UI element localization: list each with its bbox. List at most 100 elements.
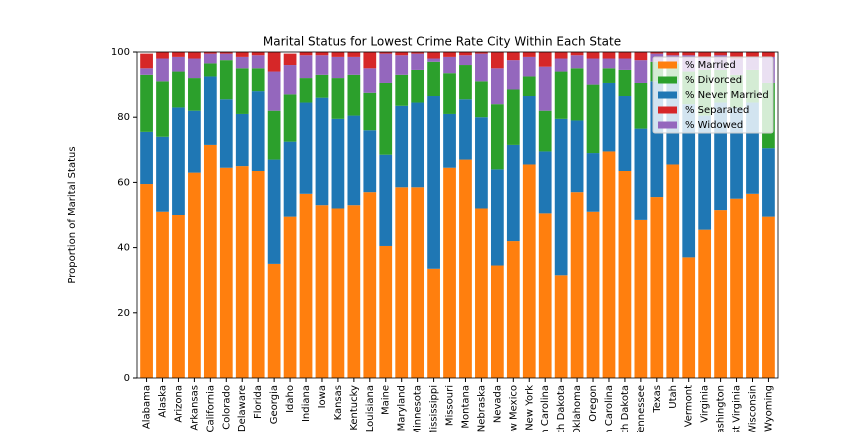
bar-segment <box>331 78 345 119</box>
bar-segment <box>299 52 313 56</box>
bar-segment <box>475 81 488 118</box>
bar-segment <box>682 52 696 56</box>
bar-segment <box>379 53 393 83</box>
bar-segment <box>554 118 568 276</box>
bar-segment <box>156 58 169 82</box>
bar-segment <box>538 151 552 214</box>
bar-segment <box>650 52 664 54</box>
bar-segment <box>602 151 616 378</box>
bar-segment <box>538 213 552 378</box>
bar-segment <box>219 60 233 100</box>
legend-swatch <box>658 121 677 129</box>
bar-segment <box>219 52 233 54</box>
bar-segment <box>203 63 217 77</box>
bar-segment <box>299 78 313 103</box>
bar-segment <box>506 144 520 242</box>
x-tick-label: Alaska <box>158 385 169 418</box>
x-tick-label: Iowa <box>317 385 328 408</box>
x-tick-label: New York <box>524 385 535 431</box>
x-tick-label: Colorado <box>221 385 232 430</box>
bar-segment <box>172 215 185 378</box>
bar-segment <box>188 172 201 378</box>
bar-segment <box>490 265 504 378</box>
bar-segment <box>762 148 775 217</box>
x-tick-label: South Dakota <box>620 385 631 432</box>
bar-segment <box>459 55 472 66</box>
bar-segment <box>475 53 488 82</box>
bar-segment <box>395 52 409 56</box>
bar-segment <box>411 69 425 103</box>
bar-segment <box>156 211 169 378</box>
x-tick-label: Montana <box>460 385 471 429</box>
bar-segment <box>251 91 265 171</box>
bar-segment <box>522 56 536 77</box>
bar-segment <box>267 263 281 378</box>
bar-segment <box>618 58 632 70</box>
bar-segment <box>762 52 775 57</box>
x-tick-label: Georgia <box>269 385 280 424</box>
x-tick-label: Texas <box>652 385 663 414</box>
bar-segment <box>522 52 536 57</box>
x-tick-label: Nevada <box>492 385 503 423</box>
bar-segment <box>379 52 393 54</box>
x-tick-label: Delaware <box>237 385 248 432</box>
x-tick-label: Maryland <box>397 385 408 431</box>
bar-segment <box>427 96 440 269</box>
bar-segment <box>570 120 584 193</box>
x-tick-label: Utah <box>668 385 679 409</box>
bar-segment <box>634 82 648 129</box>
bar-segment <box>235 113 249 167</box>
legend-label: % Separated <box>685 105 749 116</box>
bar-segment <box>490 52 504 69</box>
bar-segment <box>586 84 600 154</box>
bar-segment <box>443 167 456 378</box>
bar-segment <box>267 71 281 111</box>
bar-segment <box>634 52 648 61</box>
bar-segment <box>698 52 712 57</box>
bar-segment <box>634 128 648 220</box>
bar-segment <box>427 61 440 97</box>
bar-segment <box>172 56 185 72</box>
bar-segment <box>140 53 153 69</box>
bar-segment <box>379 154 393 246</box>
bar-segment <box>602 58 616 69</box>
bar-segment <box>602 52 616 59</box>
bar-segment <box>315 55 329 75</box>
x-tick-label: New Mexico <box>508 385 519 432</box>
bar-segment <box>714 210 727 378</box>
bar-segment <box>203 52 217 54</box>
x-tick-label: North Dakota <box>556 385 567 432</box>
bar-segment <box>459 159 472 378</box>
bar-segment <box>730 198 743 378</box>
bar-segment <box>379 245 393 378</box>
bar-segment <box>331 118 345 209</box>
bar-segment <box>219 99 233 168</box>
x-tick-label: Florida <box>253 385 264 419</box>
bar-segment <box>156 81 169 137</box>
bar-segment <box>267 110 281 160</box>
bar-segment <box>219 53 233 61</box>
bar-segment <box>443 73 456 114</box>
bar-segment <box>251 170 265 378</box>
bar-segment <box>490 169 504 266</box>
bar-segment <box>267 159 281 264</box>
bar-segment <box>506 60 520 90</box>
bar-segment <box>762 216 775 378</box>
legend-label: % Married <box>685 60 736 71</box>
y-tick-label: 20 <box>117 308 130 319</box>
bar-segment <box>682 104 696 258</box>
bar-segment <box>203 144 217 378</box>
bar-segment <box>188 58 201 79</box>
bar-segment <box>411 52 425 54</box>
bar-segment <box>299 55 313 79</box>
bar-segment <box>618 170 632 378</box>
bar-segment <box>459 99 472 160</box>
bar-segment <box>586 52 600 59</box>
bar-segment <box>522 164 536 378</box>
bar-segment <box>363 130 377 193</box>
bar-segment <box>363 192 377 378</box>
bar-segment <box>363 52 377 69</box>
bar-segment <box>315 97 329 206</box>
bar-segment <box>586 58 600 85</box>
